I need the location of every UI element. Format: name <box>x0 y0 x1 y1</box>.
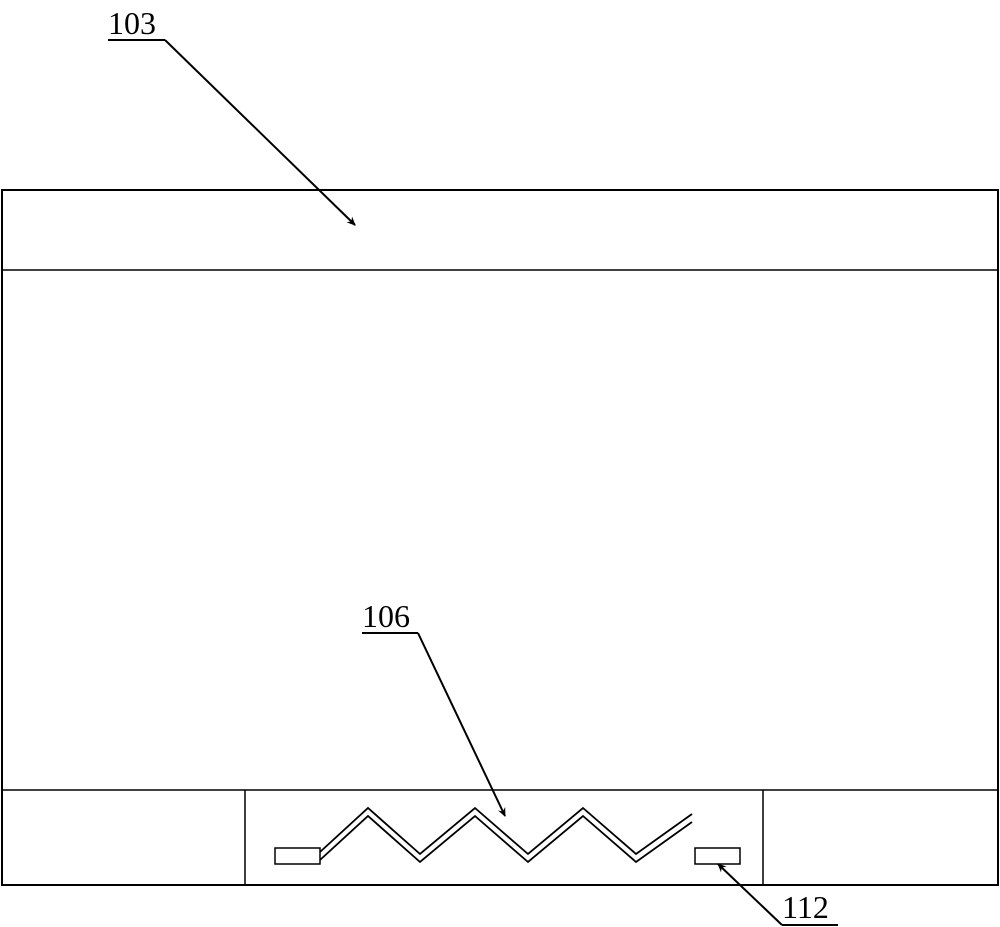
label-106: 106 <box>362 598 410 635</box>
zigzag-bottom-line <box>320 816 692 862</box>
label-103-arrow <box>165 40 355 225</box>
label-103: 103 <box>108 5 156 42</box>
zigzag-top-line <box>320 808 692 854</box>
contact-pad-right <box>695 848 740 864</box>
label-112-arrow <box>718 864 782 925</box>
label-106-arrow <box>418 633 505 816</box>
label-112: 112 <box>782 889 829 926</box>
diagram-svg <box>0 0 1000 927</box>
contact-pad-left <box>275 848 320 864</box>
outer-box-rect <box>2 190 998 885</box>
